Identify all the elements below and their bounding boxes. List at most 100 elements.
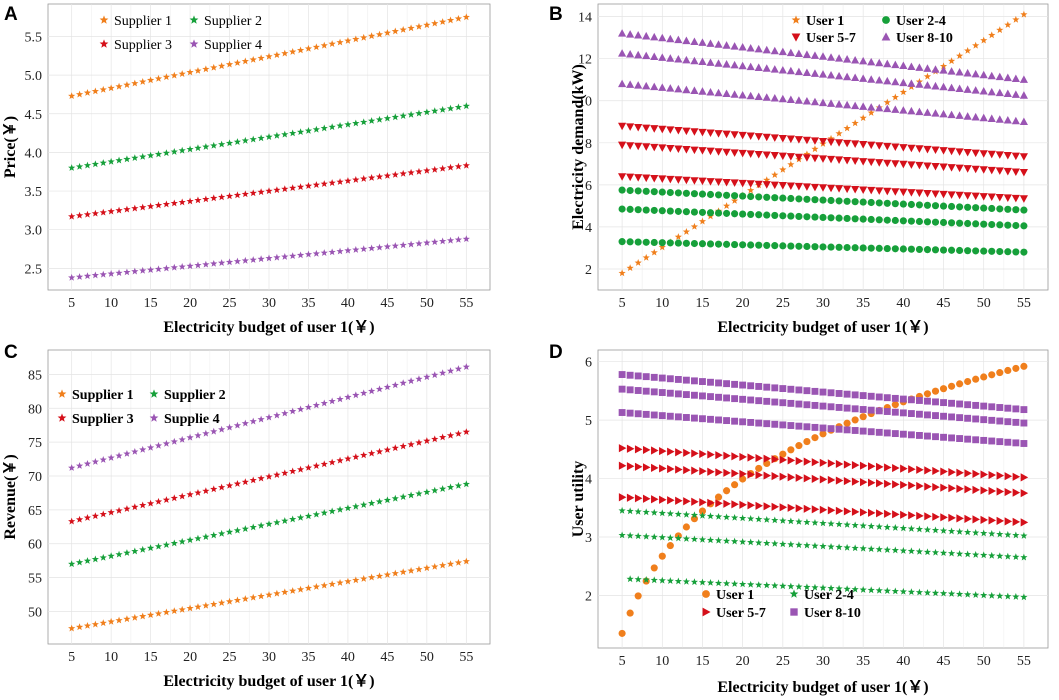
panel-c-legend-marker xyxy=(57,413,67,422)
panel-c-data-point xyxy=(289,467,297,475)
panel-b-data-point xyxy=(1003,115,1012,124)
panel-b-data-point xyxy=(907,62,916,70)
panel-b-data-point xyxy=(787,194,795,203)
panel-c-data-point xyxy=(147,499,155,507)
panel-d-data-point xyxy=(843,543,851,551)
panel-b-data-point xyxy=(915,201,923,209)
panel-d-data-point xyxy=(658,412,666,420)
panel-d-data-point xyxy=(827,459,836,468)
panel-d-data-point xyxy=(956,514,964,523)
panel-d-data-point xyxy=(843,404,851,412)
panel-b-data-point xyxy=(810,137,820,145)
panel-d-data-point xyxy=(715,416,722,424)
panel-d-x-axis-title: Electricity budget of user 1(￥) xyxy=(717,679,928,696)
panel-d-data-point xyxy=(867,508,876,517)
panel-d-data-point xyxy=(875,586,883,594)
panel-c-data-point xyxy=(265,591,273,598)
panel-d-data-point xyxy=(731,500,739,509)
panel-d-data-point xyxy=(988,437,996,445)
panel-c-data-point xyxy=(249,417,257,425)
panel-b-data-point xyxy=(763,176,771,184)
panel-d-data-point xyxy=(755,581,763,589)
panel-b-data-point xyxy=(658,125,667,134)
panel-d-data-point xyxy=(650,508,658,516)
panel-b-data-point xyxy=(658,53,667,61)
panel-b-data-point xyxy=(787,160,795,168)
panel-c-data-point xyxy=(399,568,407,576)
panel-d-data-point xyxy=(714,493,723,501)
panel-a-data-point xyxy=(123,268,131,276)
panel-d-data-point xyxy=(803,474,812,483)
panel-b-data-point xyxy=(955,164,964,173)
panel-d-data-point xyxy=(819,519,827,527)
panel-d-data-point xyxy=(884,479,892,488)
panel-d-data-point xyxy=(691,497,699,506)
panel-d-data-point xyxy=(1004,517,1013,526)
panel-d-data-point xyxy=(795,517,803,525)
panel-b-data-point xyxy=(730,179,739,187)
panel-d-data-point xyxy=(1012,405,1020,413)
panel-b-data-point xyxy=(690,190,698,198)
panel-b-data-point xyxy=(859,158,868,166)
panel-d-data-point xyxy=(1012,593,1020,600)
panel-d-data-point xyxy=(931,589,940,597)
panel-c-data-point xyxy=(265,413,273,421)
panel-a-data-point xyxy=(162,73,170,81)
panel-d-data-point xyxy=(940,412,947,420)
panel-c-data-point xyxy=(462,428,470,436)
panel-a-data-point xyxy=(431,165,439,173)
panel-d-data-point xyxy=(715,379,722,387)
panel-c-data-point xyxy=(186,604,194,612)
panel-c-data-point xyxy=(249,523,257,531)
panel-b-data-point xyxy=(746,132,755,141)
panel-a-x-tick-label: 45 xyxy=(380,296,394,311)
panel-c-data-point xyxy=(423,564,431,572)
panel-a-data-point xyxy=(218,140,226,148)
panel-d-data-point xyxy=(988,591,996,599)
panel-b-data-point xyxy=(956,52,964,59)
panel-d-data-point xyxy=(674,534,682,542)
panel-d-data-point xyxy=(1020,362,1028,370)
panel-b-data-point xyxy=(650,52,659,61)
panel-a-data-point xyxy=(194,66,202,74)
panel-d-data-point xyxy=(899,395,907,403)
panel-d-data-point xyxy=(980,591,988,599)
panel-d-data-point xyxy=(1020,553,1028,561)
panel-b-data-point xyxy=(650,32,659,41)
panel-b-data-point xyxy=(996,205,1004,213)
panel-b-data-point xyxy=(626,30,635,38)
panel-b-data-point xyxy=(1003,194,1012,202)
panel-a-data-point xyxy=(383,171,391,179)
panel-b-data-point xyxy=(819,243,827,251)
panel-a-data-point xyxy=(383,114,391,122)
panel-a-x-tick-label: 50 xyxy=(420,296,434,311)
panel-b-letter: B xyxy=(549,4,563,25)
panel-b-data-point xyxy=(972,204,980,212)
panel-b-data-point xyxy=(843,139,852,148)
panel-b-data-point xyxy=(1012,221,1020,230)
panel-b-data-point xyxy=(979,70,988,79)
panel-d-data-point xyxy=(1020,532,1028,539)
panel-d-data-point xyxy=(634,410,642,418)
panel-b-data-point xyxy=(883,216,891,224)
panel-b-data-point xyxy=(875,159,884,167)
panel-b-data-point xyxy=(931,65,940,73)
panel-d-y-axis-title: User utility xyxy=(570,461,587,538)
panel-d-data-point xyxy=(771,502,780,511)
panel-b-data-point xyxy=(786,66,795,75)
panel-d-data-point xyxy=(682,535,690,542)
panel-d-data-point xyxy=(1004,366,1012,375)
panel-d-data-point xyxy=(739,395,747,403)
panel-a-data-point xyxy=(99,270,107,278)
panel-d-data-point xyxy=(658,374,666,382)
panel-d-data-point xyxy=(899,524,907,532)
panel-b-data-point xyxy=(819,213,827,222)
panel-b-data-point xyxy=(964,219,972,228)
panel-b-data-point xyxy=(747,186,755,194)
panel-d-letter: D xyxy=(549,342,563,363)
panel-d-data-point xyxy=(956,590,964,598)
panel-d-data-point xyxy=(827,542,835,550)
panel-a-data-point xyxy=(312,249,320,257)
panel-b-data-point xyxy=(843,156,852,165)
panel-b-data-point xyxy=(834,100,844,108)
